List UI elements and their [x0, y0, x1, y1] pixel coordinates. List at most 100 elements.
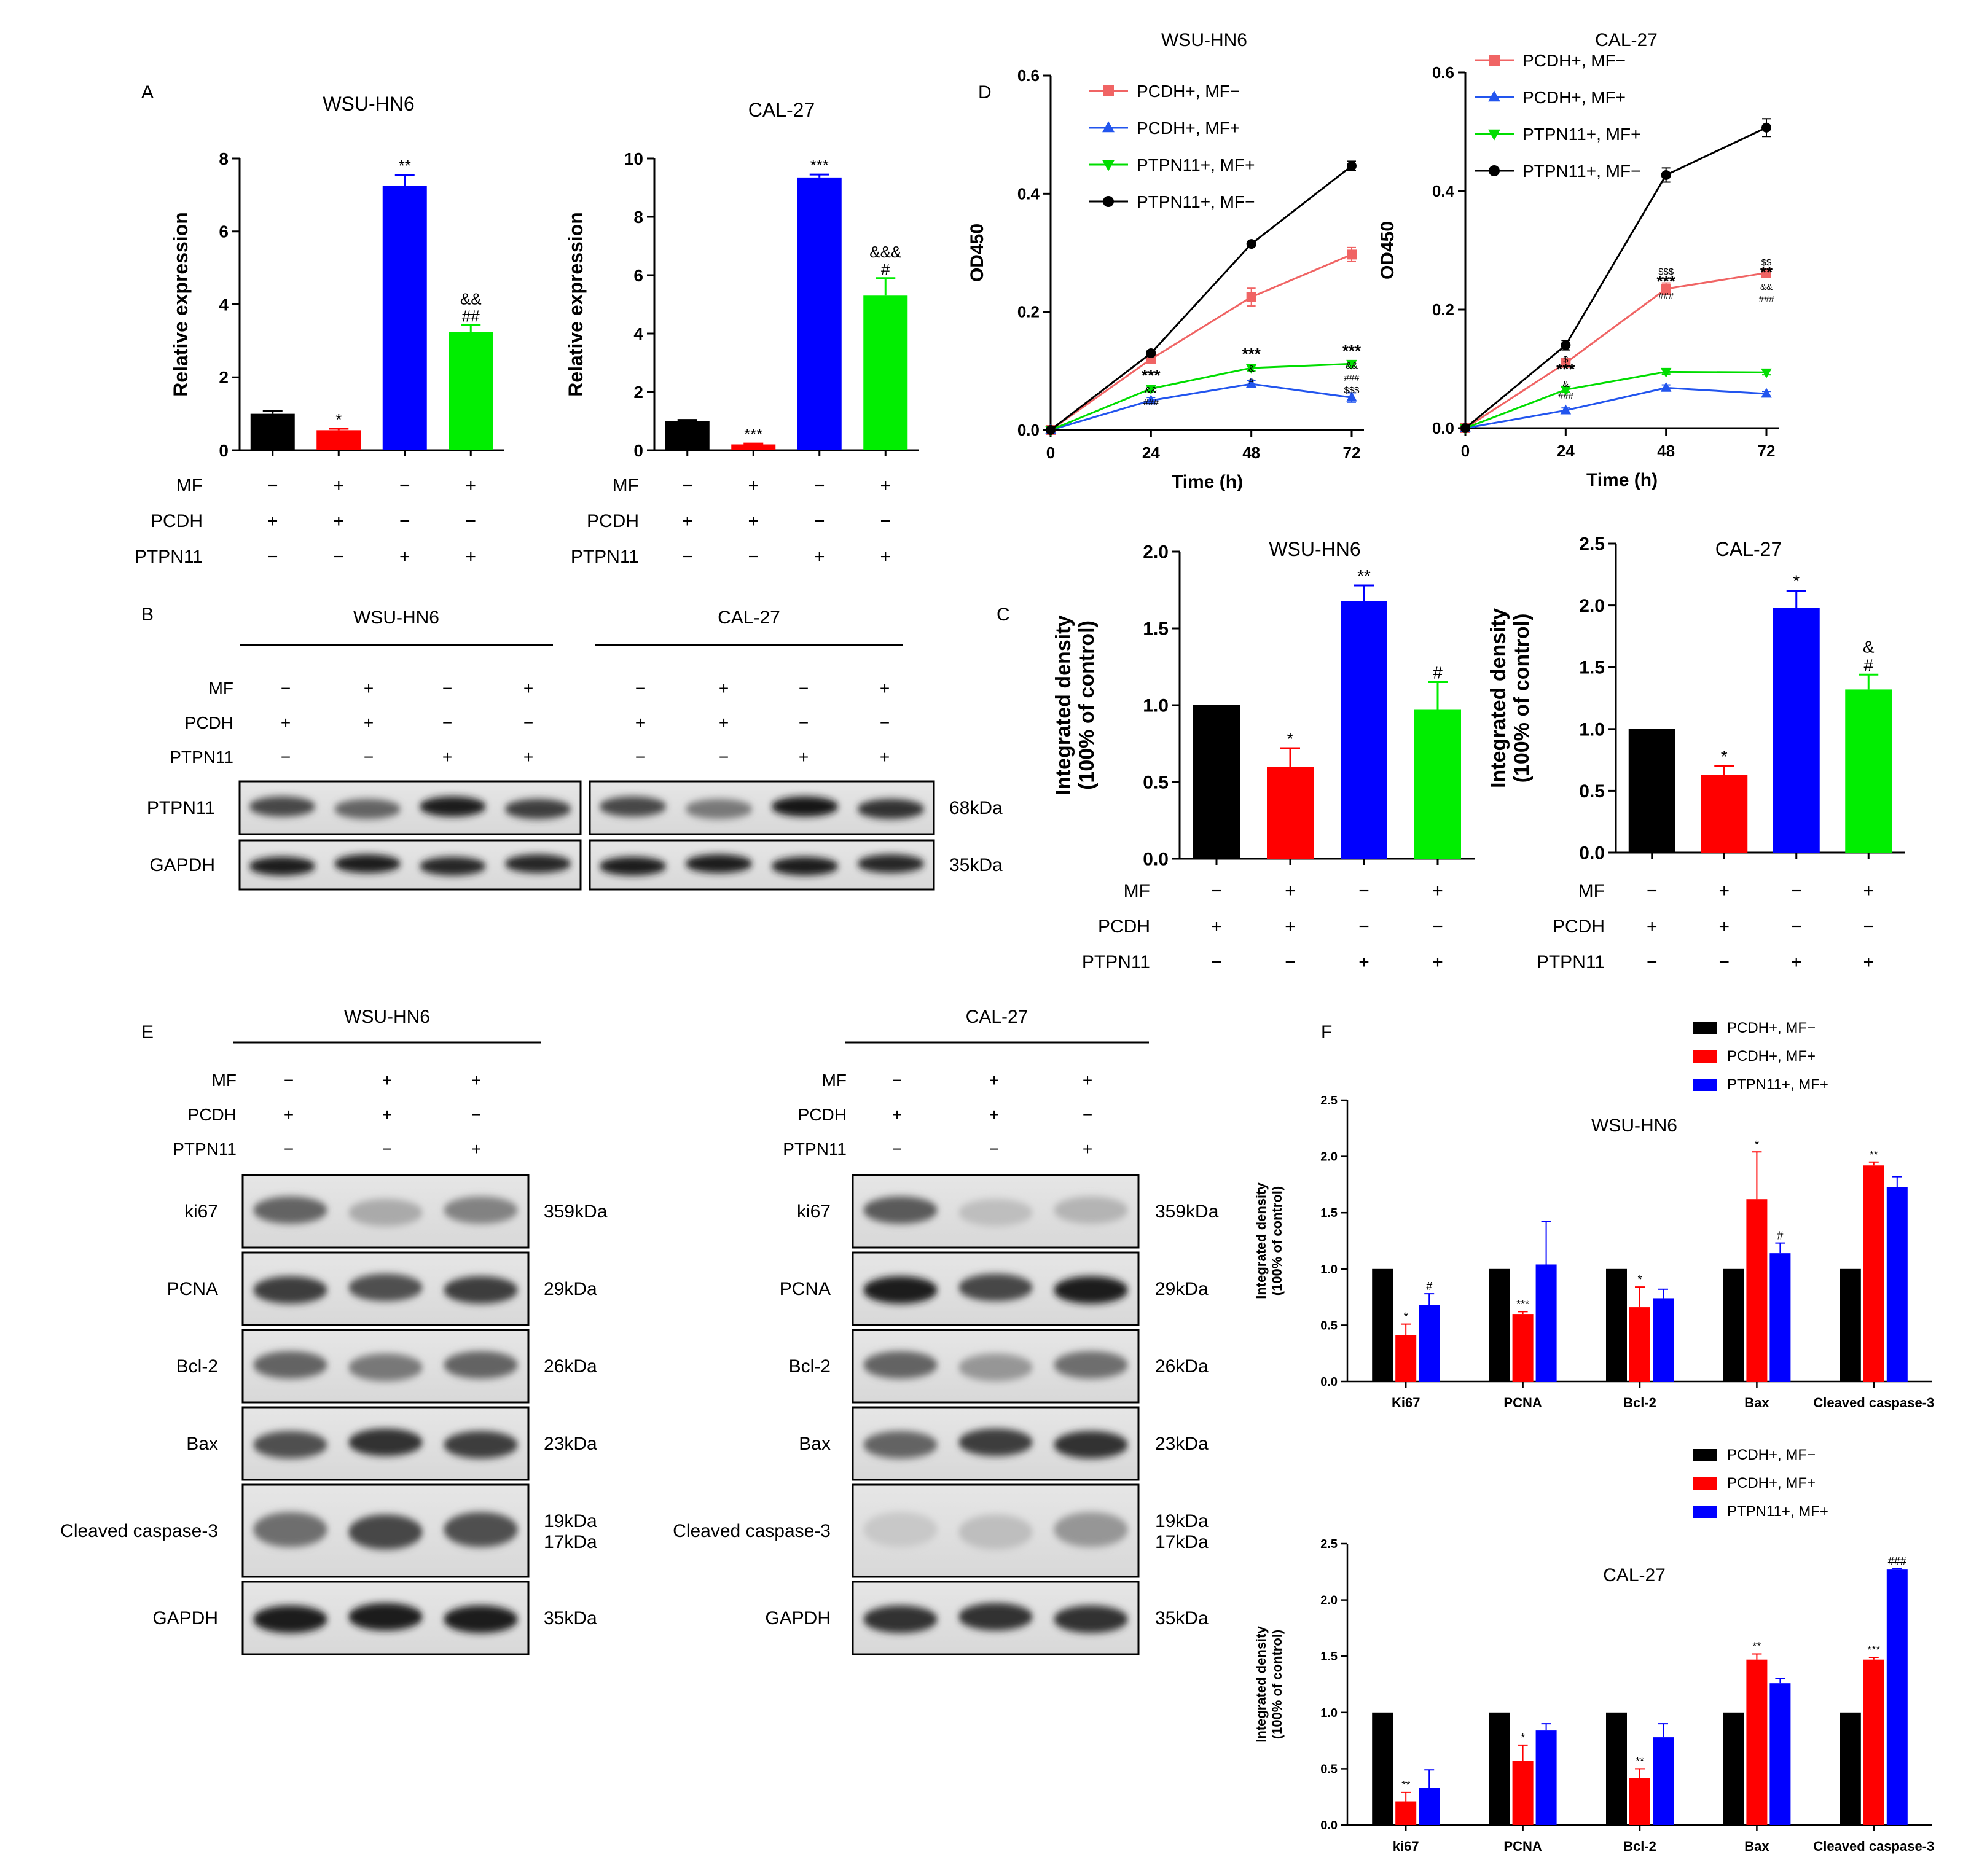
protein-label: Cleaved caspase-3	[60, 1521, 218, 1541]
significance-mark: $$$	[1658, 267, 1674, 277]
y-tick-label: 2.0	[1320, 1151, 1338, 1164]
blot-B: WSU-HN6 MF − + − + PCDH + + − − PTPN11 − − + + PTPN11 GAP…	[147, 608, 1003, 891]
bar	[1769, 1683, 1791, 1825]
condition-row-label: MF	[176, 475, 203, 496]
legend-label: PCDH+, MF+	[1137, 119, 1240, 138]
legend-label: PCDH+, MF−	[1727, 1020, 1816, 1036]
y-axis-label: Integrated density	[1052, 615, 1075, 795]
x-category-label: Bax	[1744, 1395, 1769, 1410]
data-point	[1346, 359, 1357, 370]
significance-mark: #	[881, 260, 890, 278]
condition-value: +	[1211, 917, 1222, 937]
bar	[1489, 1268, 1510, 1382]
condition-row-label: PCDH	[1098, 917, 1150, 937]
condition-value: +	[719, 679, 729, 698]
kda-label: 35kDa	[949, 855, 1003, 875]
data-point	[1761, 388, 1772, 398]
y-tick-label: 1.0	[1579, 719, 1605, 740]
blot-band	[419, 856, 486, 876]
chart-C-5: CAL-27 0.0 0.5 1.0 1.5 2.0 2.5 Integrated densi…	[1487, 534, 1905, 972]
x-category-label: ki67	[1393, 1839, 1419, 1854]
y-tick-label: 0.5	[1143, 773, 1169, 793]
condition-value: +	[1863, 881, 1874, 901]
y-tick-label: 1.5	[1320, 1650, 1338, 1663]
condition-value: −	[1791, 881, 1802, 901]
series-line	[1050, 362, 1352, 431]
data-point	[1661, 284, 1671, 294]
blot-group-title: WSU-HN6	[344, 1007, 430, 1027]
y-axis-label: OD450	[967, 224, 987, 282]
blot-band	[958, 1353, 1033, 1382]
bar	[1341, 601, 1387, 859]
legend-item: PTPN11+, MF−	[1089, 192, 1255, 211]
bar	[1746, 1199, 1768, 1382]
data-point	[1489, 165, 1500, 176]
condition-value: −	[281, 748, 291, 767]
x-tick-label: 24	[1557, 442, 1575, 460]
condition-value: +	[635, 713, 645, 732]
chart-F-7: CAL-27 0.0 0.5 1.0 1.5 2.0 2.5 Integrated densi…	[1253, 1447, 1934, 1854]
significance-mark: &&	[1760, 282, 1773, 292]
chart-title: WSU-HN6	[1161, 30, 1247, 50]
condition-value: −	[399, 511, 410, 531]
condition-value: −	[1285, 952, 1296, 972]
blot-band	[863, 1431, 938, 1459]
legend-label: PTPN11+, MF−	[1522, 162, 1640, 181]
kda-label: 35kDa	[544, 1608, 597, 1628]
blot-band	[249, 796, 316, 817]
condition-value: +	[523, 679, 533, 698]
blot-group-header: WSU-HN6	[240, 608, 553, 646]
condition-row-label: PTPN11	[170, 748, 233, 767]
condition-value: −	[284, 1071, 294, 1090]
blot-group-title: WSU-HN6	[353, 608, 439, 628]
y-tick-label: 4	[219, 295, 229, 314]
y-tick-label: 0	[219, 441, 229, 460]
blot-group-title: CAL-27	[718, 608, 780, 628]
blot-band	[444, 1431, 518, 1459]
y-axis-label: (100% of control)	[1510, 614, 1534, 783]
data-point	[1245, 364, 1257, 374]
blot-band	[504, 854, 571, 874]
significance-mark: **	[1752, 1641, 1761, 1653]
significance-mark: *	[335, 410, 342, 429]
blot-band	[771, 796, 839, 817]
condition-value: +	[382, 1105, 392, 1124]
data-point	[1146, 348, 1156, 358]
condition-value: +	[523, 748, 533, 767]
bar	[1773, 608, 1820, 853]
blot-band	[348, 1198, 423, 1227]
y-tick-label: 0.0	[1320, 1819, 1338, 1832]
data-point	[1488, 90, 1500, 102]
condition-value: −	[892, 1071, 902, 1090]
y-tick-label: 1.0	[1320, 1263, 1338, 1276]
significance-mark: ##	[462, 307, 480, 325]
bar	[1535, 1264, 1557, 1382]
y-tick-label: 0.6	[1017, 66, 1040, 85]
significance-mark: #	[1777, 1230, 1783, 1242]
condition-value: +	[333, 511, 344, 531]
condition-value: −	[1211, 952, 1222, 972]
significance-mark: $	[1563, 354, 1569, 365]
condition-value: −	[523, 713, 533, 732]
blot-band	[253, 1512, 327, 1547]
significance-mark: ###	[1143, 397, 1159, 408]
condition-value: −	[1432, 917, 1443, 937]
data-point	[1246, 292, 1256, 302]
data-point	[1103, 85, 1114, 96]
x-tick-label: 72	[1343, 444, 1361, 462]
condition-row-label: PTPN11	[173, 1139, 237, 1159]
y-axis-label: Relative expression	[170, 212, 192, 397]
blot-band	[253, 1351, 327, 1379]
chart-title: WSU-HN6	[1591, 1116, 1677, 1136]
y-tick-label: 0.0	[1017, 421, 1040, 439]
condition-value: +	[1718, 881, 1730, 901]
condition-value: +	[1083, 1071, 1092, 1090]
protein-label: Cleaved caspase-3	[673, 1521, 831, 1541]
protein-label: Bcl-2	[176, 1356, 218, 1377]
chart-C-4: WSU-HN6 0.0 0.5 1.0 1.5 2.0 Integrated density…	[1052, 538, 1475, 972]
condition-row-label: PTPN11	[1082, 952, 1150, 972]
y-tick-label: 1.0	[1143, 696, 1169, 716]
y-axis-label: (100% of control)	[1269, 1630, 1285, 1739]
condition-value: +	[465, 547, 476, 567]
bar	[1512, 1314, 1534, 1382]
